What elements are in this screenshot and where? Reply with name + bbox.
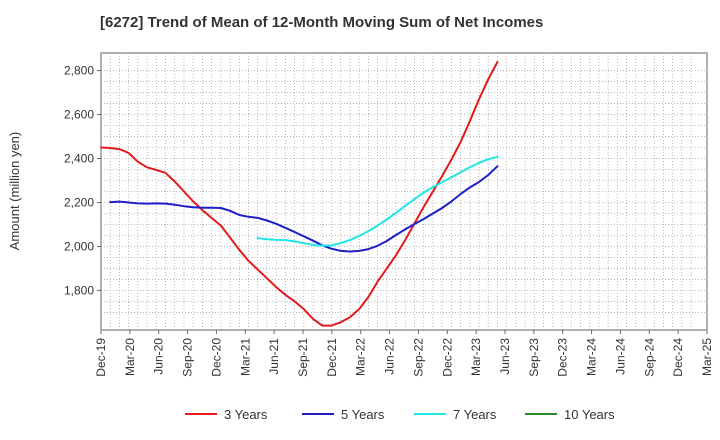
y-tick-label: 1,800 bbox=[64, 283, 94, 297]
y-tick-label: 2,400 bbox=[64, 152, 94, 166]
x-tick-label: Mar-21 bbox=[238, 338, 252, 376]
y-tick-label: 2,200 bbox=[64, 195, 94, 209]
x-tick-label: Sep-24 bbox=[642, 338, 656, 377]
x-tick-label: Dec-21 bbox=[325, 338, 339, 377]
y-tick-label: 2,600 bbox=[64, 108, 94, 122]
legend-label-10-years: 10 Years bbox=[564, 407, 615, 422]
grid-lines bbox=[101, 53, 707, 330]
x-axis-ticks: Dec-19 Mar-20 Jun-20 Sep-20 Dec-20 Mar-21 Jun-… bbox=[94, 330, 714, 377]
x-tick-label: Sep-21 bbox=[296, 338, 310, 377]
x-tick-label: Mar-20 bbox=[123, 338, 137, 376]
x-tick-label: Sep-22 bbox=[411, 338, 425, 377]
x-tick-label: Mar-23 bbox=[469, 338, 483, 376]
plot-frame bbox=[100, 52, 708, 331]
x-tick-label: Sep-23 bbox=[527, 338, 541, 377]
legend-label-5-years: 5 Years bbox=[341, 407, 385, 422]
legend-label-3-years: 3 Years bbox=[224, 407, 268, 422]
series-group bbox=[100, 60, 499, 327]
series-line-3-years bbox=[100, 60, 499, 327]
y-tick-label: 2,800 bbox=[64, 64, 94, 78]
chart-title: [6272] Trend of Mean of 12-Month Moving … bbox=[100, 14, 544, 31]
x-tick-label: Jun-24 bbox=[613, 338, 627, 375]
x-tick-label: Mar-22 bbox=[354, 338, 368, 376]
x-tick-label: Dec-22 bbox=[440, 338, 454, 377]
y-axis-label: Amount (million yen) bbox=[7, 132, 22, 251]
x-tick-label: Sep-20 bbox=[181, 338, 195, 377]
x-tick-label: Mar-24 bbox=[585, 338, 599, 376]
x-tick-label: Dec-19 bbox=[94, 338, 108, 377]
series-line-5-years bbox=[109, 165, 499, 253]
y-tick-label: 2,000 bbox=[64, 239, 94, 253]
x-tick-label: Mar-25 bbox=[700, 338, 714, 376]
x-tick-label: Dec-20 bbox=[209, 338, 223, 377]
x-tick-label: Dec-23 bbox=[556, 338, 570, 377]
x-tick-label: Jun-23 bbox=[498, 338, 512, 375]
x-tick-label: Dec-24 bbox=[671, 338, 685, 377]
legend-label-7-years: 7 Years bbox=[453, 407, 497, 422]
x-tick-label: Jun-22 bbox=[383, 338, 397, 375]
y-axis-ticks: 1,800 2,000 2,200 2,400 2,600 2,800 bbox=[64, 64, 101, 297]
x-tick-label: Jun-21 bbox=[267, 338, 281, 375]
series-line-7-years bbox=[256, 155, 499, 247]
legend: 3 Years 5 Years 7 Years 10 Years bbox=[185, 407, 615, 422]
x-tick-label: Jun-20 bbox=[152, 338, 166, 375]
